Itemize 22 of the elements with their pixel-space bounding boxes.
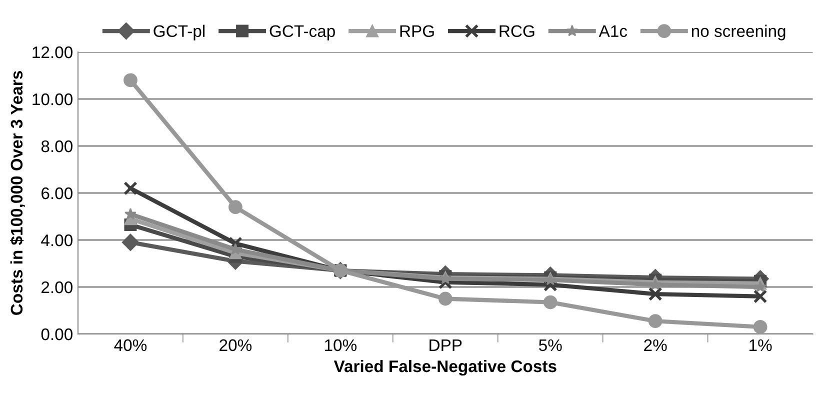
legend-label: GCT-cap (270, 25, 335, 40)
x-tick-label: 20% (220, 339, 252, 352)
legend-label: GCT-pl (154, 24, 205, 40)
x-axis-title: Varied False-Negative Costs (334, 360, 556, 376)
legend-label: RCG (500, 25, 534, 38)
x-tick-label: 2% (644, 339, 667, 352)
y-tick-label: 4.00 (41, 234, 72, 246)
y-tick-label: 0.00 (41, 328, 72, 340)
y-tick-label: 8.00 (41, 140, 72, 152)
legend-label: RPG (400, 25, 434, 38)
x-tick-label: 5% (538, 339, 562, 352)
y-tick-label: 12.00 (32, 46, 72, 58)
x-tick-label: DPP (430, 339, 462, 351)
x-tick-label: 10% (325, 339, 357, 352)
y-tick-label: 6.00 (42, 187, 72, 200)
y-axis-title: Costs in $100,000 Over 3 Years (10, 71, 25, 315)
y-tick-label: 2.00 (42, 281, 72, 294)
y-tick-label: 10.00 (32, 93, 72, 106)
legend-label: A1c (598, 25, 628, 38)
x-tick-label: 1% (750, 339, 772, 352)
x-tick-label: 40% (114, 339, 147, 352)
legend-label: no screening (692, 24, 786, 40)
